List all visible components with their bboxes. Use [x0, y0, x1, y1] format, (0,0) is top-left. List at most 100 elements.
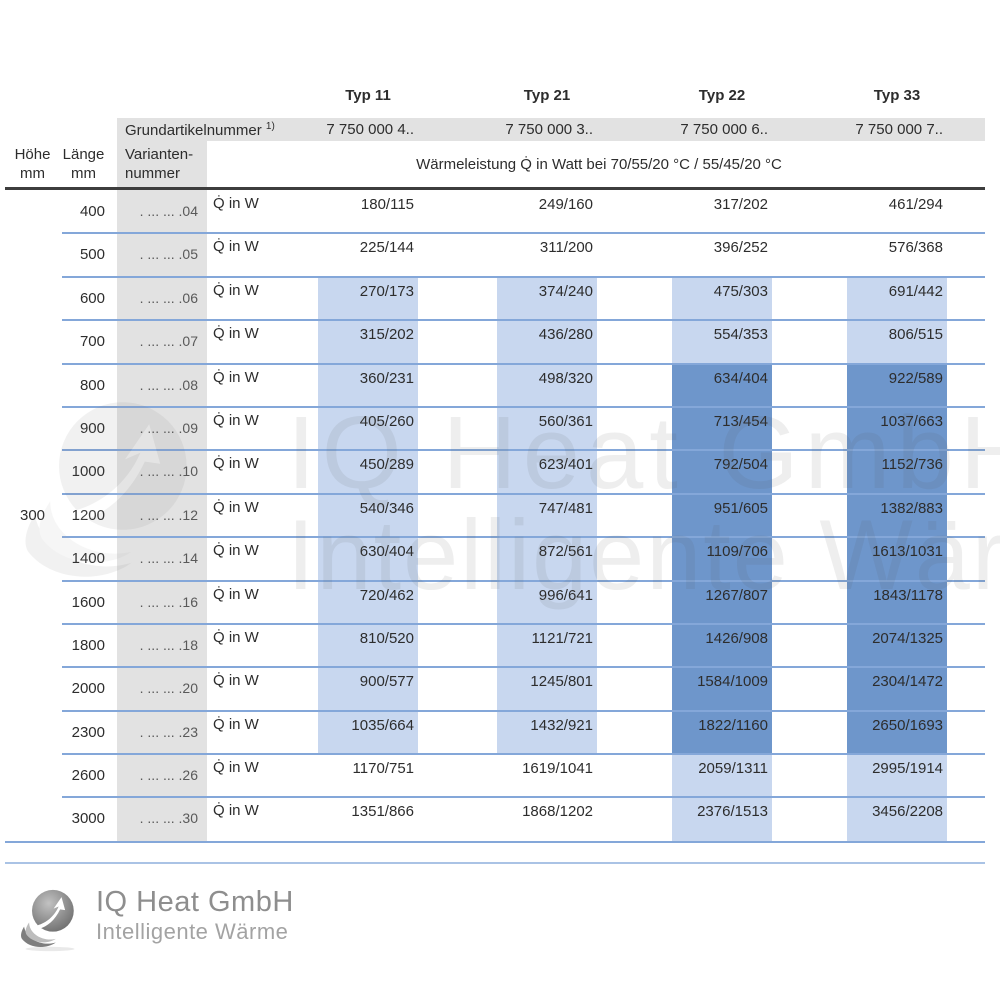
table-row: 300 1200 . ... ... .12 Q̇ in W 540/346 7…	[5, 493, 985, 539]
hoehe-value-cell	[5, 754, 60, 797]
typ33-value-cell: 461/294	[888, 196, 943, 213]
row-separator	[62, 449, 985, 452]
row-separator	[62, 536, 985, 539]
qinw-label-cell: Q̇ in W	[213, 368, 259, 386]
hoehe-value-cell	[5, 407, 60, 450]
row-separator	[62, 232, 985, 235]
qinw-label-cell: Q̇ in W	[213, 325, 259, 343]
table-row: 1800 . ... ... .18 Q̇ in W 810/520 1121/…	[5, 623, 985, 669]
typ33-value-cell: 922/589	[847, 363, 947, 407]
variant-number-cell: . ... ... .08	[117, 363, 207, 407]
footer-company-name: IQ Heat GmbH	[96, 886, 294, 918]
table-row: 2300 . ... ... .23 Q̇ in W 1035/664 1432…	[5, 710, 985, 756]
typ11-value-cell: 810/520	[318, 623, 418, 668]
variant-number-cell: . ... ... .12	[117, 493, 207, 538]
typ11-value-cell: 270/173	[318, 276, 418, 321]
footnote-marker: 1)	[265, 120, 275, 132]
hoehe-unit: mm	[20, 165, 45, 182]
typ22-value-cell: 792/504	[672, 450, 772, 494]
typ21-value-cell: 498/320	[497, 363, 597, 407]
table-row: 900 . ... ... .09 Q̇ in W 405/260 560/36…	[5, 406, 985, 452]
typ22-value-cell: 1109/706	[672, 537, 772, 581]
typ21-value-cell: 872/561	[497, 537, 597, 581]
column-header-row: Höhe mm Länge mm Varianten- nummer Wärme…	[5, 141, 985, 187]
footer-divider	[5, 862, 985, 864]
typ11-value-cell: 1035/664	[318, 710, 418, 755]
table-bottom-border	[5, 840, 985, 843]
qinw-label-cell: Q̇ in W	[213, 238, 259, 256]
laenge-value-cell: 1600	[71, 593, 105, 611]
table-row: 2000 . ... ... .20 Q̇ in W 900/577 1245/…	[5, 667, 985, 712]
typ-11-header: Typ 11	[345, 86, 391, 104]
typ22-value-cell: 1584/1009	[672, 667, 772, 711]
variant-number-cell: . ... ... .23	[117, 710, 207, 755]
row-separator	[62, 709, 985, 712]
table-row: 1400 . ... ... .14 Q̇ in W 630/404 872/5…	[5, 537, 985, 582]
laenge-value-cell: 1400	[71, 550, 105, 568]
typ22-value-cell: 396/252	[713, 239, 768, 257]
table-row: 2600 . ... ... .26 Q̇ in W 1170/751 1619…	[5, 754, 985, 799]
table-row: 1000 . ... ... .10 Q̇ in W 450/289 623/4…	[5, 450, 985, 495]
article-number-label-text: Grundartikelnummer	[125, 121, 262, 139]
typ21-value-cell: 747/481	[497, 493, 597, 538]
qinw-label-cell: Q̇ in W	[213, 195, 259, 212]
typ11-value-cell: 315/202	[318, 320, 418, 364]
typ21-value-cell: 1432/921	[497, 710, 597, 755]
variant-number-cell: . ... ... .10	[117, 450, 207, 494]
typ22-value-cell: 1426/908	[672, 623, 772, 668]
footer-tagline: Intelligente Wärme	[96, 919, 289, 944]
typ-33-header: Typ 33	[873, 86, 921, 104]
variant-number-cell: . ... ... .16	[117, 580, 207, 624]
typ21-value-cell: 1121/721	[497, 623, 597, 668]
row-separator	[62, 405, 985, 408]
qinw-label-cell: Q̇ in W	[213, 411, 259, 429]
typ33-value-cell: 576/368	[888, 239, 943, 257]
qinw-label-cell: Q̇ in W	[213, 498, 259, 516]
typ21-value-cell: 1245/801	[497, 667, 597, 711]
variant-header: Varianten- nummer	[117, 141, 207, 187]
typ11-value-cell: 720/462	[318, 580, 418, 624]
row-separator	[62, 666, 985, 669]
qinw-label-cell: Q̇ in W	[213, 759, 259, 777]
typ22-value-cell: 554/353	[672, 320, 772, 364]
hoehe-value-cell	[5, 624, 60, 667]
typ33-value-cell: 2995/1914	[847, 754, 947, 798]
laenge-value-cell: 900	[79, 419, 105, 437]
variant-number-cell: . ... ... .18	[117, 623, 207, 668]
row-separator	[62, 796, 985, 799]
typ21-value-cell: 311/200	[539, 239, 593, 257]
table-row: 700 . ... ... .07 Q̇ in W 315/202 436/28…	[5, 320, 985, 365]
row-separator	[62, 753, 985, 756]
hoehe-value-cell	[5, 190, 60, 233]
typ21-value-cell: 1619/1041	[522, 760, 593, 778]
laenge-value-cell: 700	[79, 333, 105, 351]
hoehe-value-cell: 300	[19, 506, 46, 524]
typ21-value-cell: 1868/1202	[522, 803, 593, 821]
typ33-value-cell: 2304/1472	[847, 667, 947, 711]
article-number-typ22: 7 750 000 6..	[680, 121, 768, 138]
typ11-value-cell: 1170/751	[352, 760, 414, 778]
hoehe-value-cell	[5, 364, 60, 407]
typ11-value-cell: 180/115	[360, 196, 414, 213]
article-number-typ11: 7 750 000 4..	[326, 121, 414, 138]
heat-output-header: Wärmeleistung Q̇ in Watt bei 70/55/20 °C…	[416, 155, 782, 173]
typ33-value-cell: 2650/1693	[847, 710, 947, 755]
typ11-value-cell: 1351/866	[351, 803, 414, 821]
header-divider	[5, 187, 985, 190]
qinw-label-cell: Q̇ in W	[213, 281, 259, 299]
typ21-value-cell: 436/280	[497, 320, 597, 364]
row-separator	[62, 492, 985, 495]
typ11-value-cell: 630/404	[318, 537, 418, 581]
row-separator	[62, 622, 985, 625]
typ11-value-cell: 360/231	[318, 363, 418, 407]
table-row: 600 . ... ... .06 Q̇ in W 270/173 374/24…	[5, 276, 985, 322]
article-number-band	[117, 118, 985, 141]
qinw-label-cell: Q̇ in W	[213, 455, 259, 473]
variant-number-cell: . ... ... .04	[117, 190, 207, 234]
typ-22-header: Typ 22	[698, 86, 746, 104]
row-separator	[62, 275, 985, 278]
typ21-value-cell: 560/361	[497, 406, 597, 451]
laenge-value-cell: 1000	[71, 463, 105, 481]
typ33-value-cell: 1037/663	[847, 406, 947, 451]
typ22-value-cell: 2376/1513	[672, 797, 772, 841]
